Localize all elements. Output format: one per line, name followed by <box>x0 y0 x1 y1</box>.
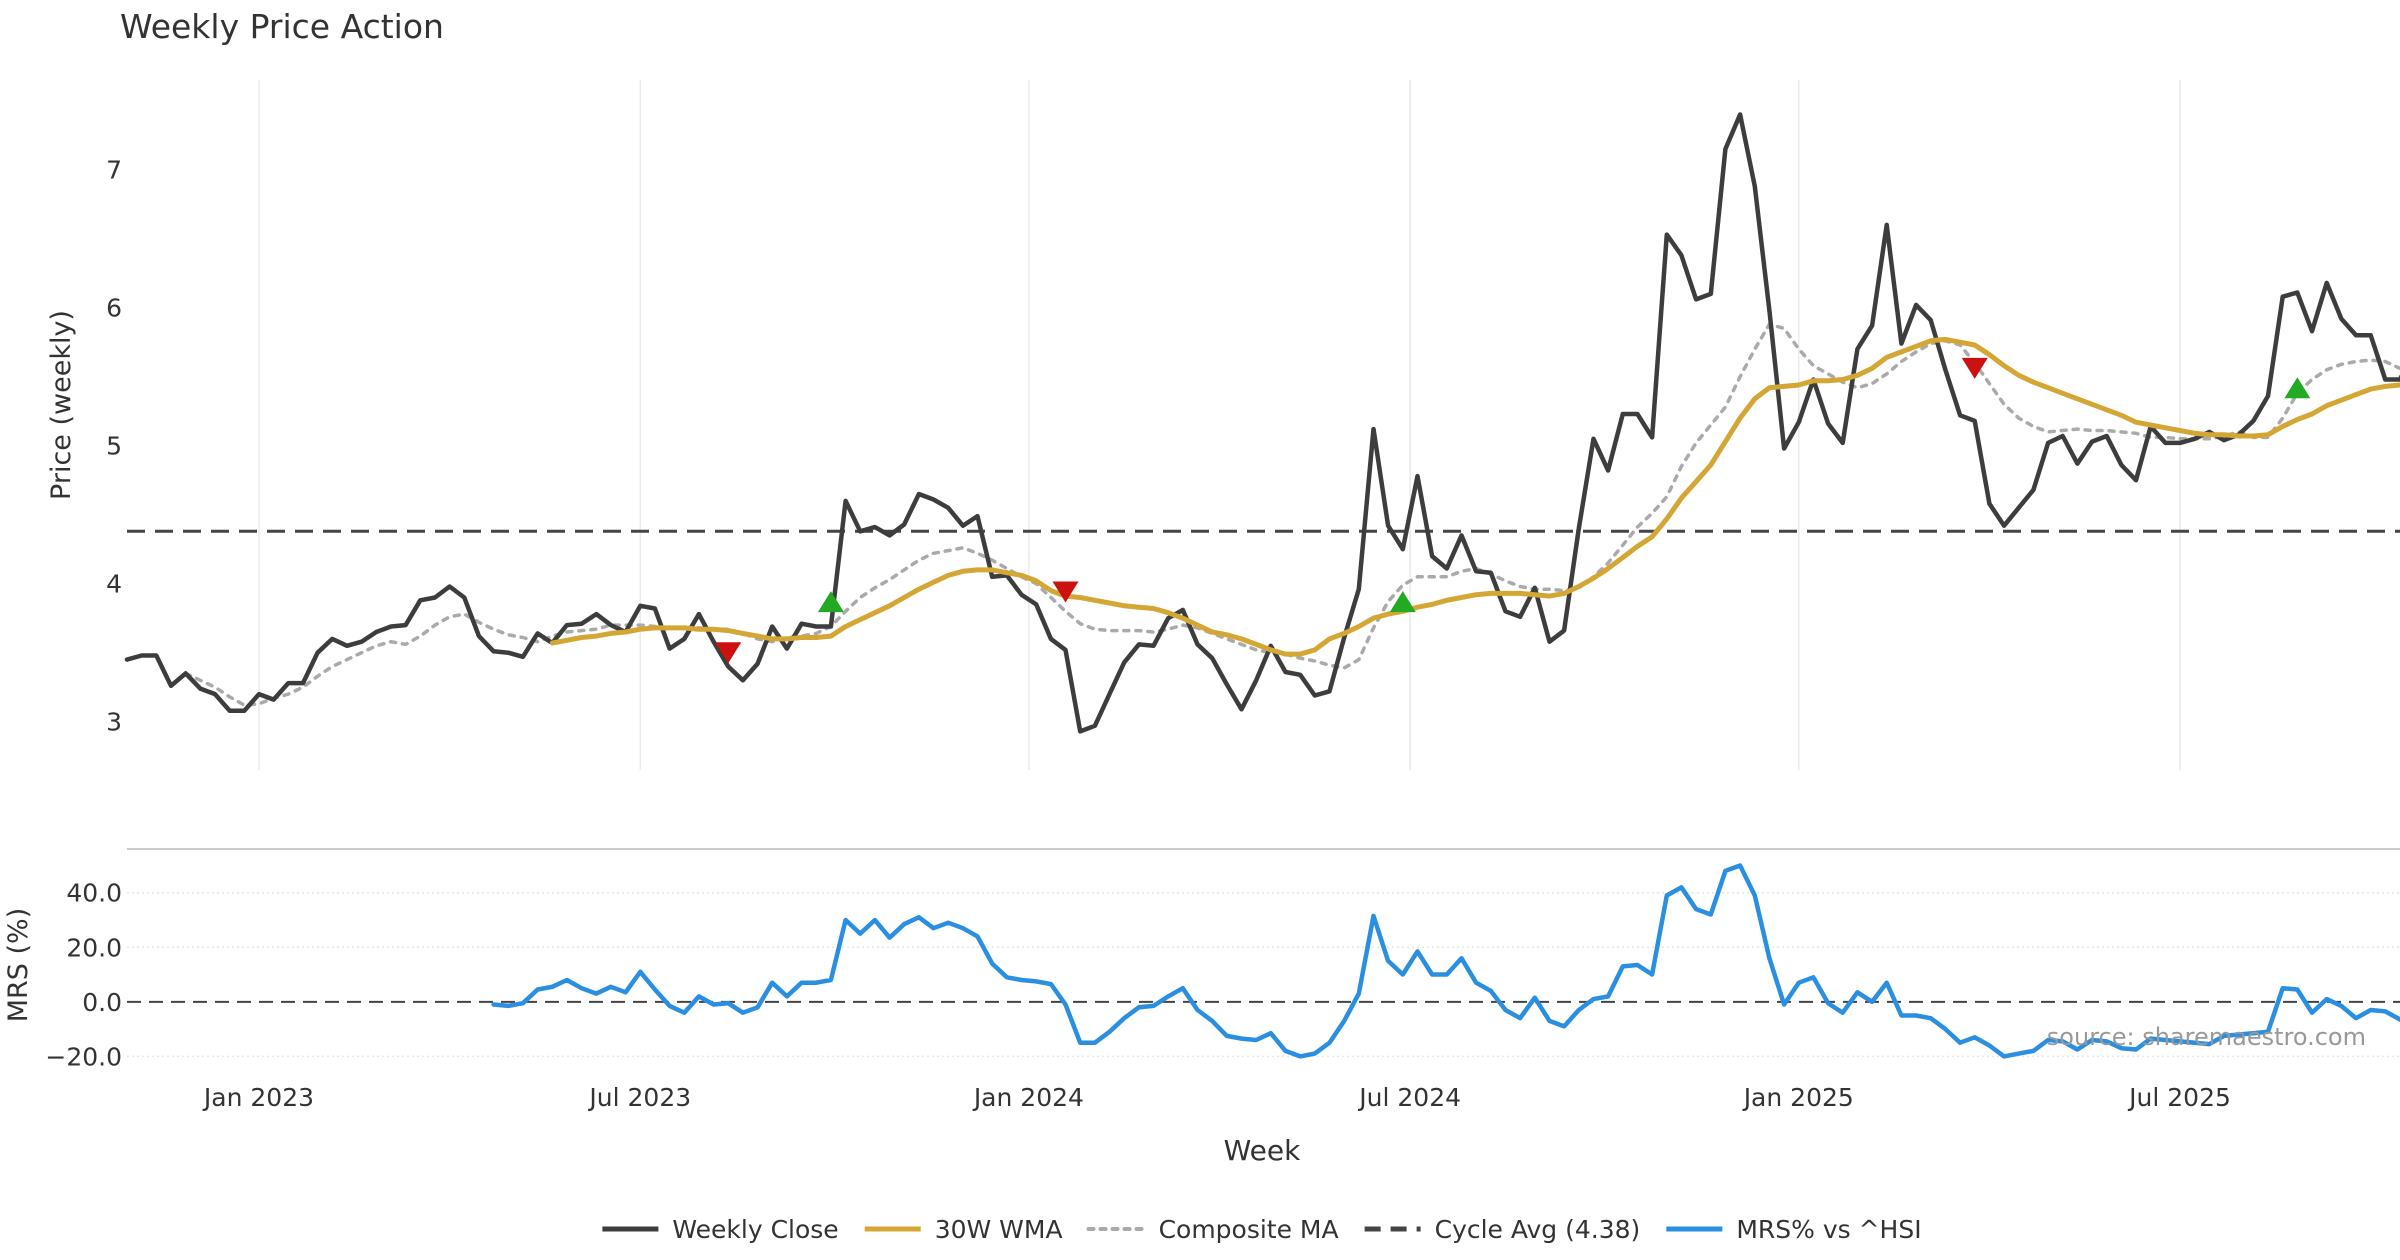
series-30w-wma <box>549 336 2400 657</box>
mrs-series-group <box>491 863 2400 1059</box>
buy-signal-marker <box>817 591 844 613</box>
price-y-ticks: 3 4 5 6 7 <box>106 156 122 737</box>
series-weekly-close <box>124 112 2400 734</box>
legend-label: Cycle Avg (4.38) <box>1435 1215 1641 1244</box>
buy-signal-marker <box>1389 591 1416 613</box>
sell-signal-marker <box>715 642 742 664</box>
price-series-group <box>124 112 2400 734</box>
x-tick-label: Jan 2024 <box>972 1083 1084 1112</box>
source-note: source: sharemaestro.com <box>2047 1023 2366 1051</box>
sell-signal-marker <box>1961 357 1988 379</box>
price-grid <box>258 80 2181 770</box>
price-y-tick-label: 7 <box>106 156 122 185</box>
series-composite-ma <box>183 322 2400 707</box>
price-y-tick-label: 5 <box>106 432 122 461</box>
signal-markers <box>715 357 2311 664</box>
legend-label: 30W WMA <box>935 1215 1063 1244</box>
x-axis-label: Week <box>1224 1134 1301 1167</box>
buy-signal-marker <box>2284 377 2311 399</box>
x-axis-ticks: Jan 2023 Jul 2023 Jan 2024 Jul 2024 Jan 2025… <box>202 1083 2231 1112</box>
x-tick-label: Jul 2024 <box>1357 1083 1461 1112</box>
mrs-grid <box>127 891 2400 1058</box>
legend-label: MRS% vs ^HSI <box>1736 1215 1921 1244</box>
mrs-y-ticks: 40.0 20.0 0.0 −20.0 <box>45 879 122 1072</box>
x-tick-label: Jan 2023 <box>202 1083 314 1112</box>
mrs-y-tick-label: −20.0 <box>45 1042 122 1071</box>
price-y-axis-label: Price (weekly) <box>46 310 77 500</box>
mrs-y-tick-label: 0.0 <box>82 988 122 1017</box>
series-mrs-vs-hsi <box>491 863 2400 1059</box>
mrs-y-tick-label: 40.0 <box>66 879 122 908</box>
price-y-tick-label: 4 <box>106 570 122 599</box>
price-y-tick-label: 3 <box>106 708 122 737</box>
mrs-y-axis-label: MRS (%) <box>3 908 34 1023</box>
price-y-tick-label: 6 <box>106 294 122 323</box>
x-tick-label: Jul 2023 <box>587 1083 691 1112</box>
sell-signal-marker <box>1052 581 1079 603</box>
mrs-y-tick-label: 20.0 <box>66 933 122 962</box>
x-tick-label: Jan 2025 <box>1742 1083 1854 1112</box>
legend-label: Composite MA <box>1159 1215 1339 1244</box>
x-tick-label: Jul 2025 <box>2127 1083 2231 1112</box>
chart-title: Weekly Price Action <box>120 7 444 46</box>
legend-label: Weekly Close <box>672 1215 838 1244</box>
chart-legend: Weekly Close 30W WMA Composite MA Cycle Avg… <box>602 1215 1922 1244</box>
